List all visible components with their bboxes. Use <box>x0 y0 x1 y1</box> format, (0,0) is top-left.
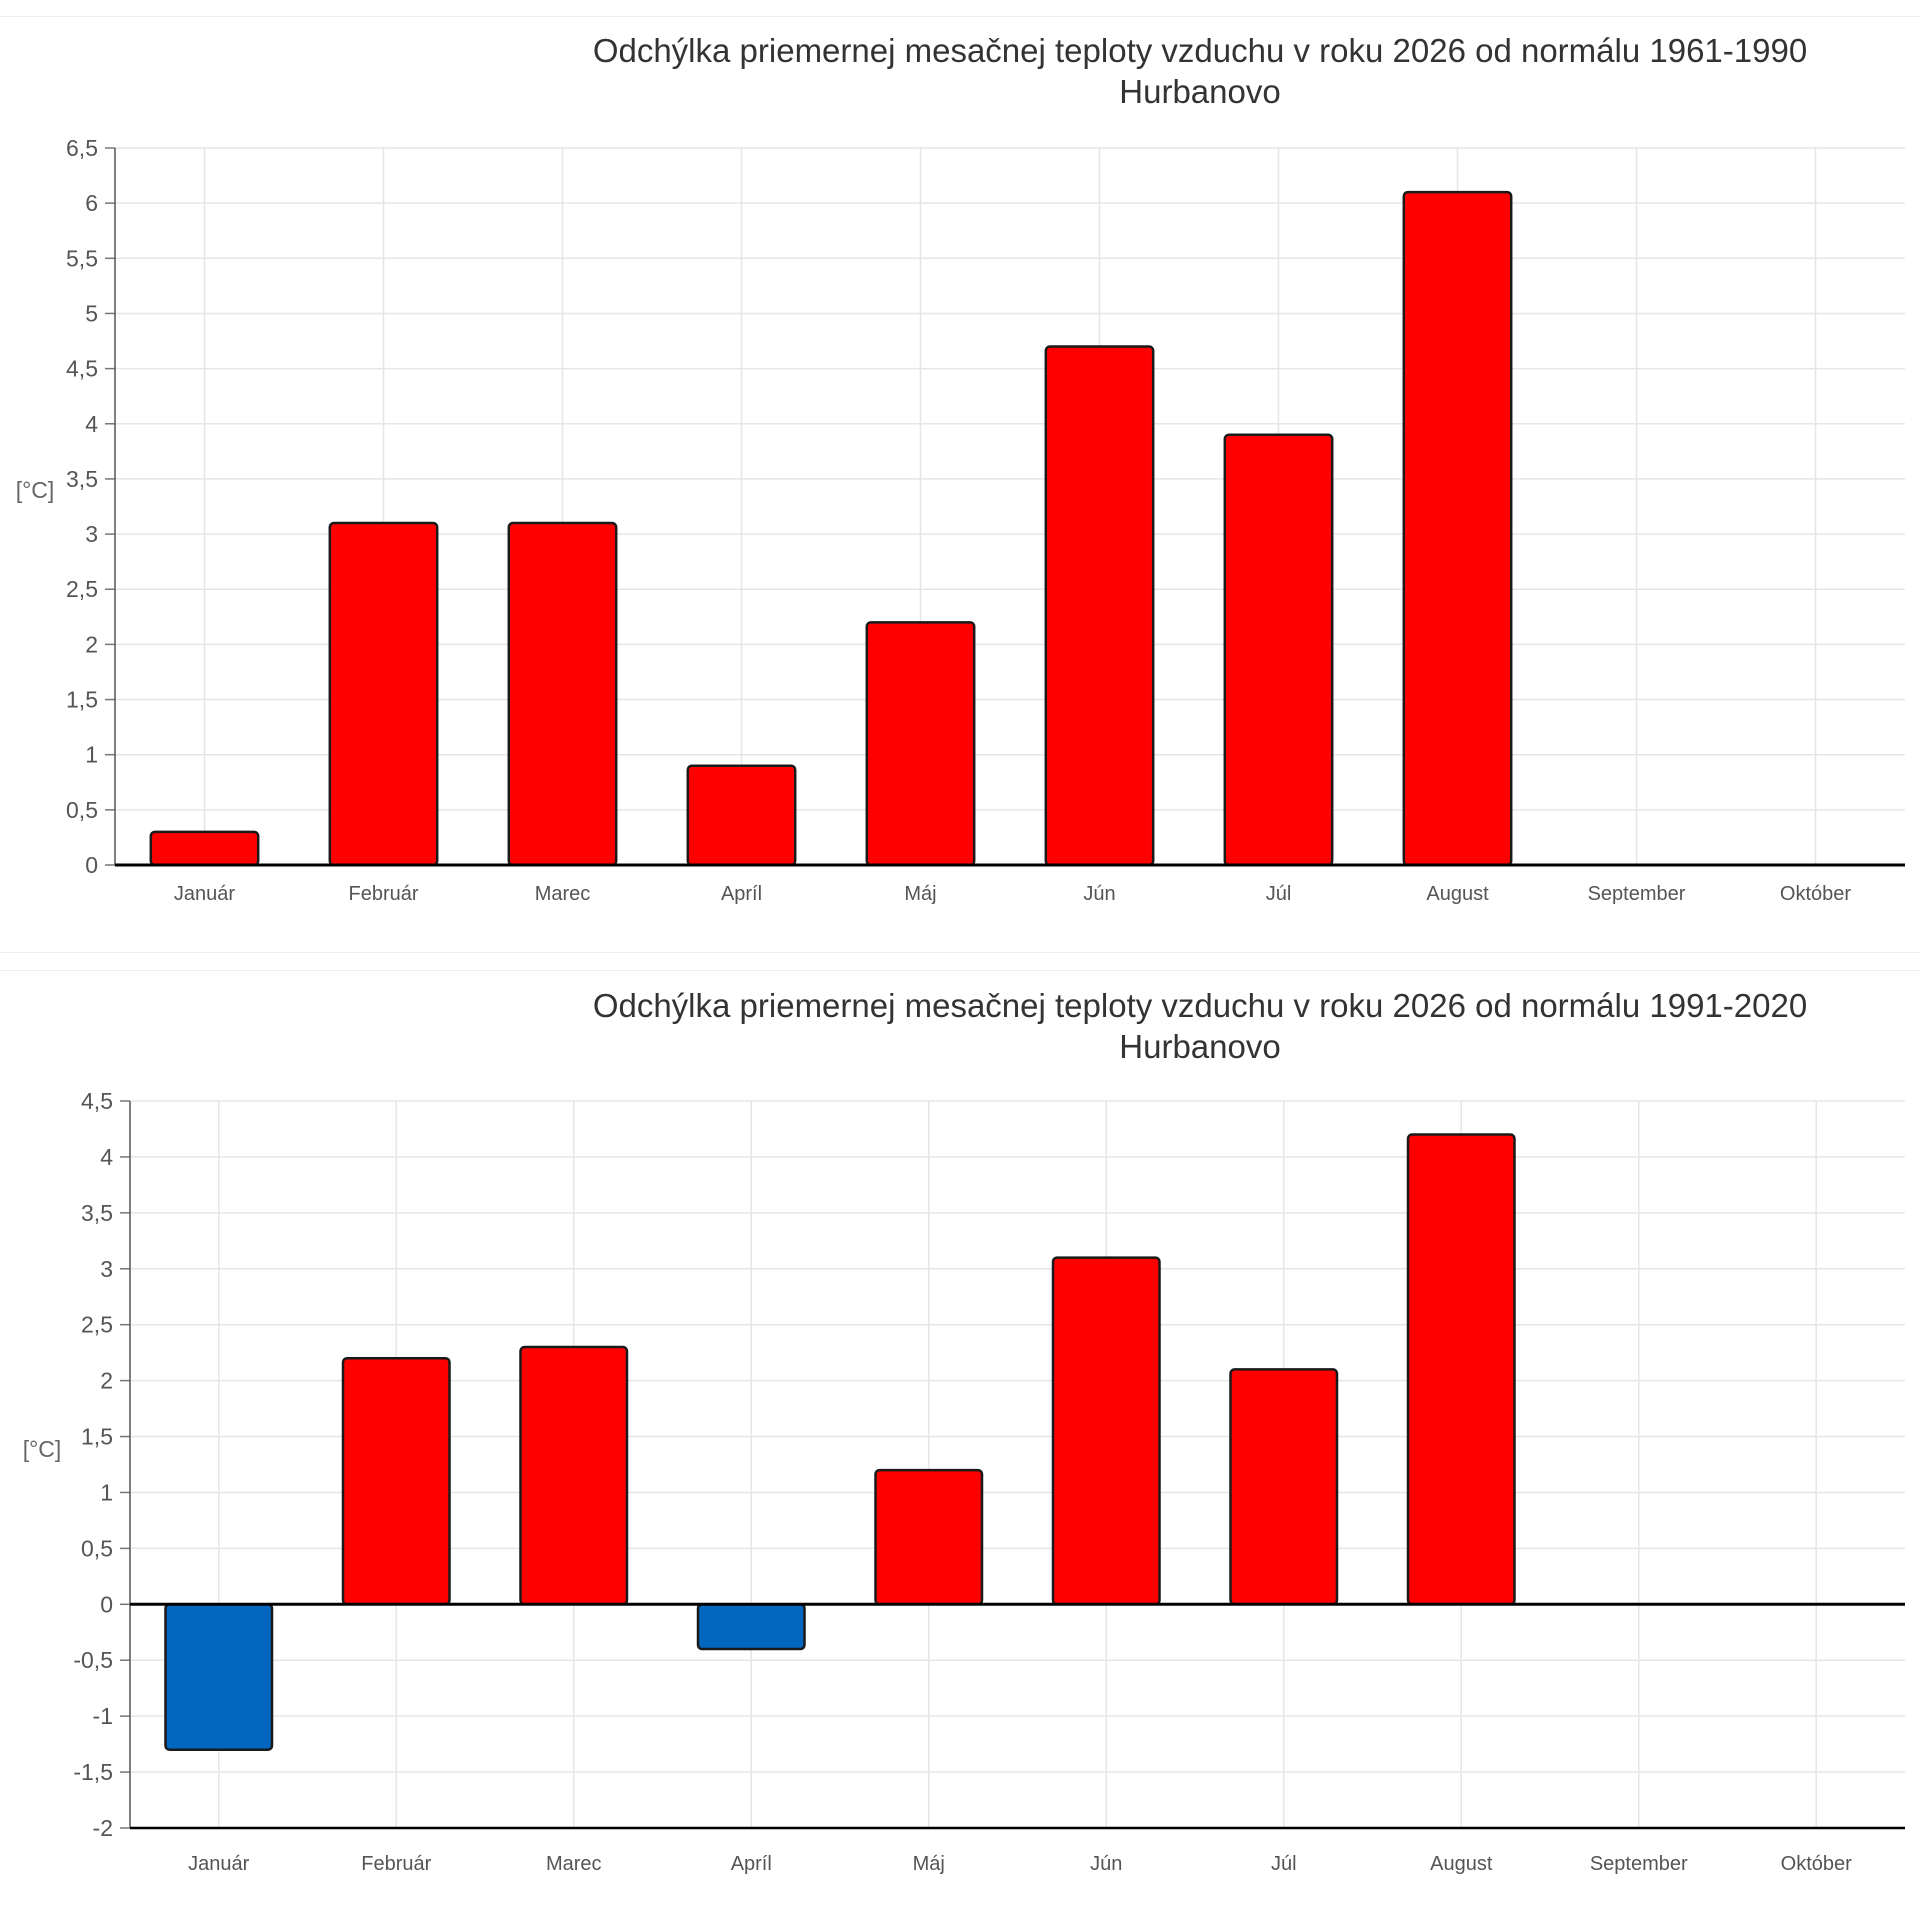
y-tick-label: 1,5 <box>66 687 98 713</box>
bar-august <box>1406 1133 1516 1606</box>
x-category-label: August <box>1430 1853 1493 1875</box>
bar-apríl <box>696 1603 806 1651</box>
chart-title-text: Odchýlka priemernej mesačnej teploty vzd… <box>592 987 1808 1024</box>
chart-title: Odchýlka priemernej mesačnej teploty vzd… <box>560 30 1840 112</box>
y-tick-label: 4,5 <box>66 356 98 382</box>
y-tick-label: -1 <box>93 1703 113 1729</box>
x-category-label: Január <box>174 883 235 905</box>
y-tick-label: -2 <box>93 1815 113 1841</box>
chart-title: Odchýlka priemernej mesačnej teploty vzd… <box>560 985 1840 1067</box>
bar-august <box>1402 190 1513 867</box>
y-tick-label: 0,5 <box>66 797 98 823</box>
y-tick-label: 2 <box>85 631 98 657</box>
x-category-label: September <box>1588 883 1686 905</box>
x-category-label: Jún <box>1083 883 1115 905</box>
bar-máj <box>865 621 976 867</box>
y-tick-label: 1,5 <box>81 1424 113 1450</box>
chart-panel-1961-1990: Odchýlka priemernej mesačnej teploty vzd… <box>16 30 1905 905</box>
y-tick-label: 1 <box>100 1479 113 1505</box>
x-category-label: Jún <box>1090 1853 1122 1875</box>
y-tick-label: -0,5 <box>73 1647 113 1673</box>
y-tick-label: 6 <box>85 190 98 216</box>
bar-február <box>328 521 439 867</box>
x-category-label: Marec <box>535 883 591 905</box>
x-category-label: Máj <box>904 883 936 905</box>
chart-subtitle: Hurbanovo <box>1119 1028 1281 1065</box>
y-tick-label: 0,5 <box>81 1535 113 1561</box>
x-category-label: Október <box>1780 883 1851 905</box>
top-separator <box>0 16 1920 17</box>
x-category-label: August <box>1426 883 1489 905</box>
y-tick-label: 3 <box>85 521 98 547</box>
x-category-label: Apríl <box>731 1853 772 1875</box>
x-category-label: Júl <box>1271 1853 1297 1875</box>
bar-máj <box>874 1468 984 1606</box>
y-tick-label: 6,5 <box>66 135 98 161</box>
x-category-label: September <box>1590 1853 1688 1875</box>
x-category-label: Marec <box>546 1853 602 1875</box>
bar-február <box>341 1356 451 1606</box>
bar-marec <box>519 1345 629 1606</box>
y-tick-label: 2,5 <box>81 1312 113 1338</box>
bar-marec <box>507 521 618 867</box>
x-category-label: Máj <box>913 1853 945 1875</box>
y-tick-label: 3,5 <box>66 466 98 492</box>
bar-chart-1991-2020: -2 -1,5 -1 -0,5 0 0,5 1 1,5 2 2,5 3 3,5 4 4,5 Január Fe… <box>23 1088 1905 1875</box>
x-category-label: Február <box>348 883 418 905</box>
bar-január <box>164 1603 274 1751</box>
bar-jún <box>1044 345 1155 867</box>
y-tick-label: 1 <box>85 742 98 768</box>
y-tick-label: 4,5 <box>81 1088 113 1114</box>
x-category-label: Január <box>188 1853 249 1875</box>
x-category-label: Júl <box>1266 883 1292 905</box>
y-axis-label: [°C] <box>23 1436 62 1462</box>
bar-júl <box>1223 433 1334 867</box>
x-category-label: Október <box>1781 1853 1852 1875</box>
middle-separator-2 <box>0 970 1920 971</box>
y-tick-label: 0 <box>85 852 98 878</box>
chart-panel-1991-2020: Odchýlka priemernej mesačnej teploty vzd… <box>0 960 1920 1920</box>
y-tick-label: 3 <box>100 1256 113 1282</box>
bar-apríl <box>686 764 797 867</box>
chart-title-text: Odchýlka priemernej mesačnej teploty vzd… <box>592 32 1808 69</box>
middle-separator <box>0 952 1920 953</box>
y-tick-label: 2,5 <box>66 576 98 602</box>
x-category-label: Apríl <box>721 883 762 905</box>
y-tick-label: 5,5 <box>66 245 98 271</box>
y-tick-label: 3,5 <box>81 1200 113 1226</box>
y-tick-label: 0 <box>100 1591 113 1617</box>
x-category-label: Február <box>361 1853 431 1875</box>
bar-júl <box>1229 1368 1339 1606</box>
bar-chart-1961-1990: 0 0,5 1 1,5 2 2,5 3 3,5 4 4,5 5 5,5 6 6,5 Január Februá… <box>16 135 1905 905</box>
bar-jún <box>1051 1256 1161 1606</box>
y-tick-label: 2 <box>100 1368 113 1394</box>
y-tick-label: 4 <box>100 1144 113 1170</box>
y-tick-label: 5 <box>85 300 98 326</box>
y-tick-label: 4 <box>85 411 98 437</box>
bar-január <box>149 830 260 867</box>
y-tick-label: -1,5 <box>73 1759 113 1785</box>
y-axis-label: [°C] <box>16 477 55 503</box>
chart-subtitle: Hurbanovo <box>1119 73 1281 110</box>
